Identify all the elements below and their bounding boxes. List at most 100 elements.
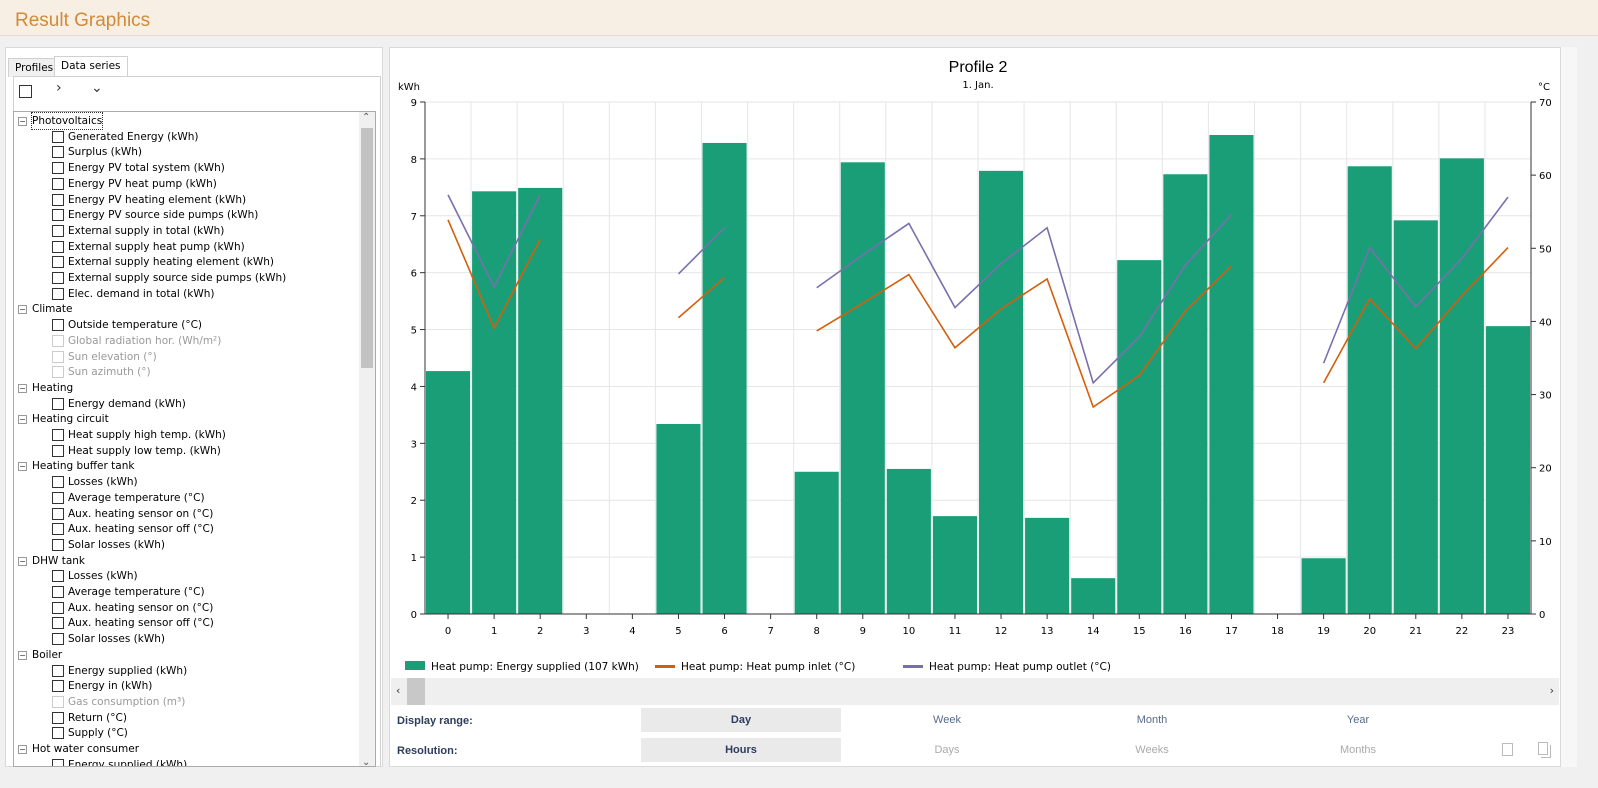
checkbox[interactable] — [52, 695, 64, 708]
checkbox[interactable] — [52, 272, 64, 284]
checkbox[interactable] — [52, 727, 64, 740]
resolution-hours-button[interactable]: Hours — [641, 738, 841, 762]
tree-item[interactable]: Energy supplied (kWh) — [14, 757, 354, 766]
collapse-icon[interactable]: − — [18, 415, 27, 425]
resolution-days-button[interactable]: Days — [934, 744, 960, 756]
tree-item[interactable]: Sun azimuth (°) — [14, 364, 354, 380]
checkbox[interactable] — [52, 538, 64, 551]
checkbox[interactable] — [52, 334, 64, 347]
tree-item[interactable]: External supply heating element (kWh) — [14, 254, 354, 270]
tree-item[interactable]: Solar losses (kWh) — [14, 631, 354, 647]
checkbox[interactable] — [52, 680, 64, 693]
scroll-left-icon[interactable]: ‹ — [396, 684, 401, 697]
checkbox[interactable] — [52, 444, 64, 457]
tree-item[interactable]: Energy PV source side pumps (kWh) — [14, 207, 354, 223]
resolution-months-button[interactable]: Months — [1339, 744, 1377, 756]
tree-item[interactable]: Sun elevation (°) — [14, 349, 354, 365]
checkbox[interactable] — [52, 523, 64, 536]
horizontal-scrollbar[interactable]: ‹ › — [391, 678, 1559, 705]
checkbox[interactable] — [52, 570, 64, 583]
tree-group[interactable]: − Heating circuit — [14, 411, 354, 427]
tree-item[interactable]: Average temperature (°C) — [14, 584, 354, 600]
checkbox[interactable] — [52, 162, 64, 175]
checkbox[interactable] — [52, 177, 64, 190]
checkbox[interactable] — [52, 209, 64, 222]
tree-item[interactable]: External supply source side pumps (kWh) — [14, 270, 354, 286]
checkbox[interactable] — [52, 256, 64, 269]
tree-item[interactable]: Surplus (kWh) — [14, 144, 354, 160]
tree-item[interactable]: Gas consumption (m³) — [14, 694, 354, 710]
tree-item[interactable]: Heat supply low temp. (kWh) — [14, 443, 354, 459]
checkbox[interactable] — [52, 617, 64, 630]
tree-group[interactable]: − DHW tank — [14, 553, 354, 569]
tree-group[interactable]: − Boiler — [14, 647, 354, 663]
checkbox[interactable] — [52, 224, 64, 237]
tree-item[interactable]: Global radiation hor. (Wh/m²) — [14, 333, 354, 349]
checkbox[interactable] — [52, 319, 64, 332]
tree-item[interactable]: Energy PV total system (kWh) — [14, 160, 354, 176]
collapse-icon[interactable]: − — [18, 745, 27, 754]
collapse-icon[interactable]: − — [18, 556, 27, 566]
collapse-icon[interactable]: − — [18, 383, 27, 393]
scroll-up-icon[interactable]: ⌃ — [362, 112, 371, 123]
tree-item[interactable]: Energy demand (kWh) — [14, 396, 354, 412]
tree-item[interactable]: Supply (°C) — [14, 725, 354, 741]
checkbox[interactable] — [52, 507, 64, 520]
tree-item[interactable]: External supply heat pump (kWh) — [14, 239, 354, 255]
tree-item[interactable]: Energy supplied (kWh) — [14, 663, 354, 679]
tree-item[interactable]: Return (°C) — [14, 710, 354, 726]
tree-item[interactable]: Heat supply high temp. (kWh) — [14, 427, 354, 443]
checkbox-icon[interactable] — [19, 85, 32, 98]
collapse-icon[interactable]: − — [18, 462, 27, 472]
checkbox[interactable] — [52, 664, 64, 677]
checkbox[interactable] — [52, 711, 64, 724]
checkbox[interactable] — [52, 476, 64, 489]
checkbox[interactable] — [52, 491, 64, 504]
range-week-button[interactable]: Week — [933, 714, 961, 726]
tab-profiles[interactable]: Profiles — [8, 58, 61, 77]
checkbox[interactable] — [52, 758, 64, 766]
tree-item[interactable]: Energy PV heat pump (kWh) — [14, 176, 354, 192]
checkbox[interactable] — [52, 240, 64, 253]
save-icon[interactable] — [1502, 743, 1513, 756]
scrollbar-thumb[interactable] — [361, 128, 373, 368]
chevron-down-icon[interactable]: ⌄ — [91, 80, 103, 96]
checkbox[interactable] — [52, 130, 64, 143]
tree-group[interactable]: − Heating — [14, 380, 354, 396]
checkbox[interactable] — [52, 633, 64, 646]
collapse-icon[interactable]: − — [18, 117, 27, 126]
scroll-down-icon[interactable]: ⌄ — [362, 757, 371, 767]
scrollbar-thumb[interactable] — [407, 678, 425, 705]
checkbox[interactable] — [52, 366, 64, 379]
tree-item[interactable]: Energy PV heating element (kWh) — [14, 192, 354, 208]
checkbox[interactable] — [52, 146, 64, 159]
range-day-button[interactable]: Day — [641, 708, 841, 732]
tree-group[interactable]: − Hot water consumer — [14, 741, 354, 757]
tree-item[interactable]: Average temperature (°C) — [14, 490, 354, 506]
checkbox[interactable] — [52, 193, 64, 206]
vertical-scrollbar[interactable]: ⌃ ⌄ — [359, 112, 375, 767]
tree-group[interactable]: − Heating buffer tank — [14, 458, 354, 474]
tree-item[interactable]: Energy in (kWh) — [14, 678, 354, 694]
tree-item[interactable]: Losses (kWh) — [14, 568, 354, 584]
tree-item[interactable]: Aux. heating sensor off (°C) — [14, 615, 354, 631]
scroll-right-icon[interactable]: › — [1549, 684, 1554, 697]
checkbox[interactable] — [52, 350, 64, 363]
tree-item[interactable]: Elec. demand in total (kWh) — [14, 286, 354, 302]
range-month-button[interactable]: Month — [1136, 714, 1168, 726]
checkbox[interactable] — [52, 397, 64, 410]
tree-item[interactable]: Losses (kWh) — [14, 474, 354, 490]
tree-item[interactable]: Generated Energy (kWh) — [14, 129, 354, 145]
tree-group[interactable]: − Climate — [14, 301, 354, 317]
tree-group[interactable]: − Photovoltaics — [14, 112, 354, 130]
checkbox[interactable] — [52, 287, 64, 300]
tree-item[interactable]: Aux. heating sensor on (°C) — [14, 506, 354, 522]
tab-data-series[interactable]: Data series — [54, 56, 128, 77]
page-scrollbar[interactable] — [1561, 47, 1577, 767]
collapse-icon[interactable]: − — [18, 305, 27, 315]
collapse-icon[interactable]: − — [18, 650, 27, 660]
range-year-button[interactable]: Year — [1346, 714, 1370, 726]
chevron-right-icon[interactable]: › — [56, 80, 62, 96]
resolution-weeks-button[interactable]: Weeks — [1135, 744, 1169, 756]
checkbox[interactable] — [52, 429, 64, 441]
